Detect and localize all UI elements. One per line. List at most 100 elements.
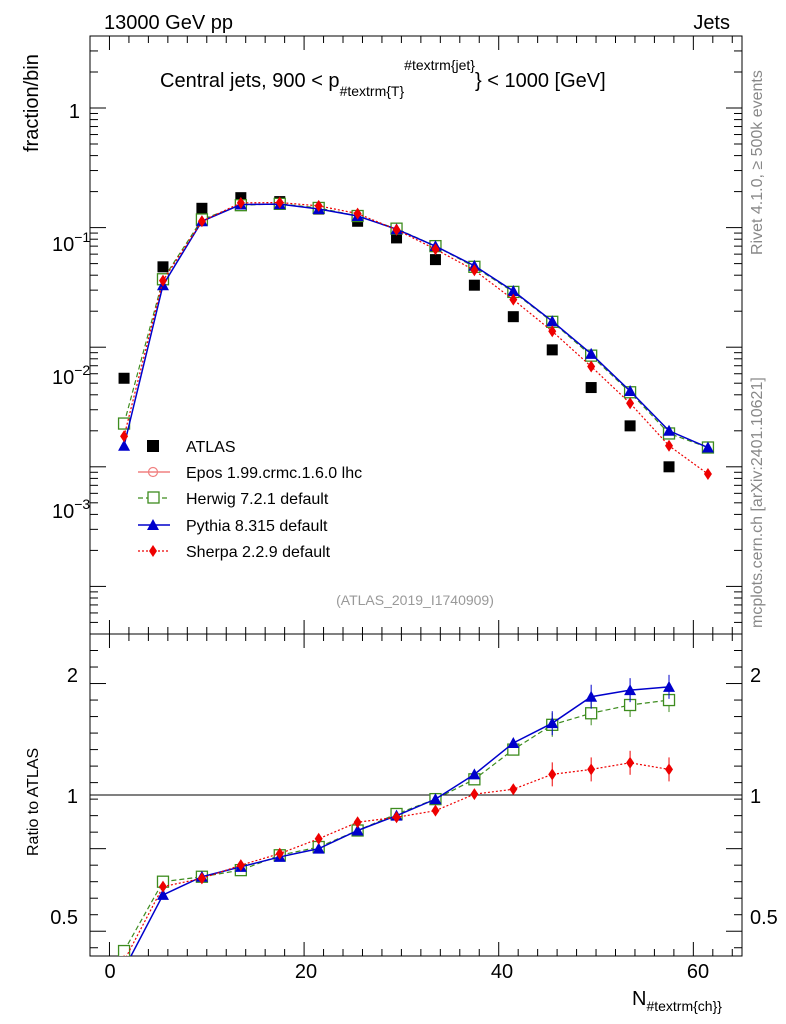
data-point-atlas xyxy=(468,279,480,291)
legend-marker-sherpa xyxy=(149,545,157,557)
ratio-point-sherpa xyxy=(431,804,440,817)
data-point-atlas xyxy=(429,254,441,266)
ratio-point-sherpa xyxy=(158,880,167,893)
ratio-point-sherpa xyxy=(587,763,596,776)
data-point-atlas xyxy=(585,382,597,394)
axis-ticks xyxy=(90,35,742,956)
data-point-atlas xyxy=(546,344,558,356)
ratio-line-herwig xyxy=(123,699,670,952)
ratio-point-herwig xyxy=(585,707,598,720)
legend-marker-atlas xyxy=(147,440,159,452)
mcplots-label: mcplots.cern.ch [arXiv:2401.10621] xyxy=(749,377,766,628)
x-tick-label-40: 40 xyxy=(491,961,513,983)
data-point-pythia xyxy=(663,424,676,436)
ratio-point-sherpa xyxy=(626,756,635,769)
plot-title: Central jets, 900 < p#textrm{T} #textrm{j… xyxy=(160,57,606,99)
ratio-plot-marks xyxy=(117,674,676,974)
data-point-sherpa xyxy=(120,430,129,443)
legend-marker-herwig xyxy=(147,491,160,504)
data-point-atlas xyxy=(624,420,636,432)
ratio-point-pythia xyxy=(118,963,130,974)
ratio-point-sherpa xyxy=(236,859,245,872)
data-point-sherpa xyxy=(392,223,401,236)
ratio-tick-label-1: 1 xyxy=(67,786,78,808)
main-plot-marks xyxy=(117,192,715,481)
analysis-id-label: (ATLAS_2019_I1740909) xyxy=(336,592,494,608)
x-tick-label-20: 20 xyxy=(295,961,317,983)
x-tick-label-0: 0 xyxy=(104,961,115,983)
data-point-pythia xyxy=(585,347,598,359)
ratio-tick-label-2-right: 2 xyxy=(750,665,761,687)
data-point-sherpa xyxy=(431,243,440,256)
y-tick-label-0.001: 10−3 xyxy=(52,496,90,523)
ratio-point-pythia xyxy=(468,768,481,780)
plot-title-tail: } < 1000 [GeV] xyxy=(475,70,606,92)
data-point-sherpa xyxy=(314,199,323,212)
ratio-point-herwig xyxy=(117,944,131,956)
ratio-point-sherpa xyxy=(353,816,362,829)
ratio-tick-label-2: 2 xyxy=(67,665,78,687)
ratio-tick-label-0.5-right: 0.5 xyxy=(750,907,778,929)
legend: ATLAS Epos 1.99.crmc.1.6.0 lhc Herwig 7.… xyxy=(138,439,362,561)
ratio-point-pythia xyxy=(546,717,559,729)
ratio-point-sherpa xyxy=(548,768,557,781)
y-tick-label-1: 1 xyxy=(69,101,80,123)
data-point-sherpa xyxy=(470,264,479,277)
ratio-tick-label-0.5: 0.5 xyxy=(50,907,78,929)
data-point-pythia xyxy=(118,439,131,451)
series-line-pythia xyxy=(123,203,709,449)
data-point-atlas xyxy=(157,261,169,273)
legend-label-epos: Epos 1.99.crmc.1.6.0 lhc xyxy=(186,465,362,482)
data-point-pythia xyxy=(701,441,714,453)
ratio-line-sherpa xyxy=(125,762,670,956)
x-tick-label-60: 60 xyxy=(687,961,709,983)
ratio-point-sherpa xyxy=(509,783,518,796)
data-point-atlas xyxy=(391,232,403,244)
ratio-point-pythia xyxy=(624,684,637,696)
legend-label-pythia: Pythia 8.315 default xyxy=(186,518,328,535)
ratio-tick-label-1-right: 1 xyxy=(750,786,761,808)
y-tick-label-0.001-base: 10 xyxy=(52,501,74,523)
data-point-sherpa xyxy=(353,207,362,220)
plot-title-main: Central jets, 900 < p xyxy=(160,70,340,92)
y-tick-label-0.01-exp: −2 xyxy=(74,362,90,378)
legend-label-atlas: ATLAS xyxy=(186,439,236,456)
data-point-atlas xyxy=(663,461,675,473)
data-point-atlas xyxy=(118,372,130,384)
data-point-atlas xyxy=(507,311,519,323)
data-point-sherpa xyxy=(703,468,712,481)
data-point-sherpa xyxy=(158,274,167,287)
x-axis-label-subscript: #textrm{ch}} xyxy=(646,998,722,1014)
ratio-point-sherpa xyxy=(392,811,401,824)
ratio-point-pythia xyxy=(663,680,676,692)
ratio-point-pythia xyxy=(507,736,520,748)
x-axis-label-main: N xyxy=(632,988,646,1010)
y-tick-label-0.001-exp: −3 xyxy=(74,496,90,512)
rivet-version-label: Rivet 4.1.0, ≥ 500k events xyxy=(749,70,766,255)
data-point-sherpa xyxy=(665,439,674,452)
legend-marker-pythia xyxy=(147,519,159,530)
ratio-point-pythia xyxy=(429,793,442,805)
energy-label: 13000 GeV pp xyxy=(104,12,233,34)
legend-marker-epos xyxy=(147,466,159,478)
data-point-pythia xyxy=(624,385,637,397)
ratio-point-sherpa xyxy=(665,763,674,776)
data-point-sherpa xyxy=(548,325,557,338)
ratio-point-sherpa xyxy=(470,788,479,801)
legend-label-sherpa: Sherpa 2.2.9 default xyxy=(186,544,331,561)
legend-label-herwig: Herwig 7.2.1 default xyxy=(186,491,329,508)
data-point-atlas xyxy=(196,202,208,214)
plot-title-subscript: #textrm{T} xyxy=(340,83,405,99)
y-tick-label-0.1: 10−1 xyxy=(52,229,90,256)
plot-title-superscript: #textrm{jet} xyxy=(404,57,475,73)
y-tick-label-0.01-base: 10 xyxy=(52,367,74,389)
data-point-sherpa xyxy=(626,397,635,410)
series-line-herwig xyxy=(123,203,709,449)
ratio-line-pythia xyxy=(130,686,670,956)
data-point-sherpa xyxy=(275,196,284,209)
y-tick-label-0.01: 10−2 xyxy=(52,362,90,389)
ratio-point-sherpa xyxy=(123,954,125,956)
series-line-sherpa xyxy=(123,201,709,475)
ratio-point-sherpa xyxy=(275,847,284,860)
